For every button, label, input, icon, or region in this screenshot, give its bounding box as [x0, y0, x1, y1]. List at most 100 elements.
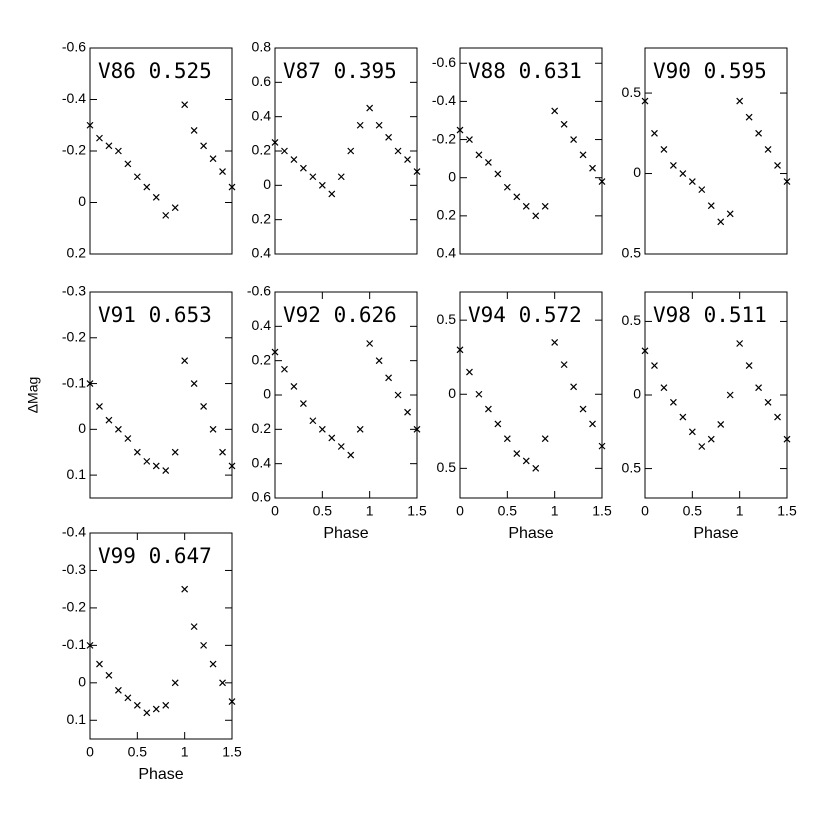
y-tick-label: 0 — [78, 193, 86, 209]
data-point — [570, 383, 578, 391]
data-point — [219, 168, 226, 176]
y-tick-label: 0 — [78, 674, 86, 690]
data-point — [328, 434, 336, 442]
data-point — [318, 181, 326, 189]
data-point — [96, 403, 103, 410]
y-tick-label: 0.2 — [252, 210, 272, 226]
data-point — [219, 448, 226, 456]
x-tick-label: 0 — [271, 503, 279, 519]
y-tick-label: 0.4 — [252, 107, 272, 123]
y-tick-label: 0.4 — [252, 317, 272, 333]
data-point — [698, 443, 706, 450]
y-tick-label: -0.4 — [62, 524, 86, 540]
data-point — [783, 178, 791, 186]
data-point — [745, 362, 753, 369]
data-point — [124, 160, 132, 168]
data-point — [209, 155, 217, 163]
data-point — [513, 193, 521, 201]
data-point — [356, 425, 364, 433]
panel-title: V99 0.647 — [98, 544, 212, 568]
data-point — [494, 420, 502, 428]
data-point — [271, 348, 279, 356]
data-point — [755, 129, 763, 137]
y-tick-label: 0 — [263, 176, 271, 192]
x-tick-label: 1.5 — [592, 503, 612, 519]
data-point — [707, 202, 715, 210]
y-tick-label: -0.4 — [432, 92, 456, 108]
data-point — [124, 694, 132, 702]
x-tick-label: 1 — [736, 503, 744, 519]
data-point — [475, 390, 483, 398]
data-point — [114, 686, 122, 694]
data-point — [551, 107, 559, 115]
y-tick-label: -0.1 — [62, 374, 86, 390]
data-point — [541, 202, 549, 210]
data-point — [299, 400, 307, 408]
data-point — [651, 362, 658, 369]
data-point — [181, 585, 189, 593]
data-point — [660, 145, 668, 153]
data-point — [598, 178, 606, 185]
data-point — [522, 457, 530, 465]
plot-frame — [89, 291, 233, 499]
data-point — [228, 462, 236, 470]
data-point — [660, 384, 668, 392]
panel: -0.6 -0.4 -0.2 0 0.2 0.4 V88 0.631 — [432, 47, 606, 261]
data-point — [394, 391, 402, 399]
data-point — [404, 156, 411, 164]
data-point — [385, 133, 393, 141]
x-tick-label: 1 — [366, 503, 374, 519]
data-point — [271, 138, 279, 146]
data-point — [337, 443, 345, 450]
y-tick-label: -0.2 — [62, 142, 86, 158]
y-tick-label: 0.4 — [252, 245, 272, 261]
y-tick-label: 0.2 — [252, 420, 272, 436]
y-tick-label: 0.8 — [252, 39, 272, 55]
y-tick-label: -0.4 — [62, 90, 86, 106]
data-point — [86, 121, 94, 129]
y-tick-label: 0.5 — [622, 312, 642, 328]
data-point — [328, 190, 336, 198]
data-point — [190, 380, 198, 387]
data-point — [669, 398, 677, 406]
data-point — [466, 368, 473, 376]
data-point — [200, 142, 208, 150]
x-tick-label: 0 — [86, 744, 94, 760]
data-point — [337, 173, 345, 181]
data-point — [579, 151, 587, 159]
data-point — [228, 698, 236, 705]
panel-title: V92 0.626 — [283, 303, 397, 327]
data-point — [375, 121, 383, 129]
data-point — [717, 218, 725, 226]
data-point — [698, 186, 706, 194]
data-point — [190, 126, 198, 134]
y-tick-label: 0.6 — [252, 73, 272, 89]
data-point — [96, 660, 103, 668]
data-point — [96, 134, 103, 142]
data-point — [162, 467, 170, 474]
x-axis-label: Phase — [138, 766, 183, 783]
data-point — [347, 147, 355, 155]
plot-frame — [644, 47, 788, 255]
x-tick-label: 1.5 — [222, 744, 242, 760]
data-point — [181, 101, 189, 109]
y-tick-label: 0.6 — [252, 489, 272, 505]
data-point — [484, 405, 492, 413]
y-tick-label: 0 — [633, 386, 641, 402]
data-point — [143, 183, 151, 191]
data-point — [413, 168, 421, 176]
y-tick-label: -0.6 — [432, 54, 456, 70]
data-point — [318, 425, 326, 433]
data-point — [124, 435, 132, 442]
x-tick-label: 0 — [456, 503, 464, 519]
y-tick-label: -0.6 — [247, 283, 271, 299]
data-point — [86, 641, 94, 649]
data-point — [190, 623, 198, 631]
y-tick-label: -0.2 — [62, 328, 86, 344]
y-tick-label: -0.1 — [62, 636, 86, 652]
data-point — [413, 425, 421, 433]
data-point — [171, 204, 179, 212]
data-point — [152, 705, 160, 713]
